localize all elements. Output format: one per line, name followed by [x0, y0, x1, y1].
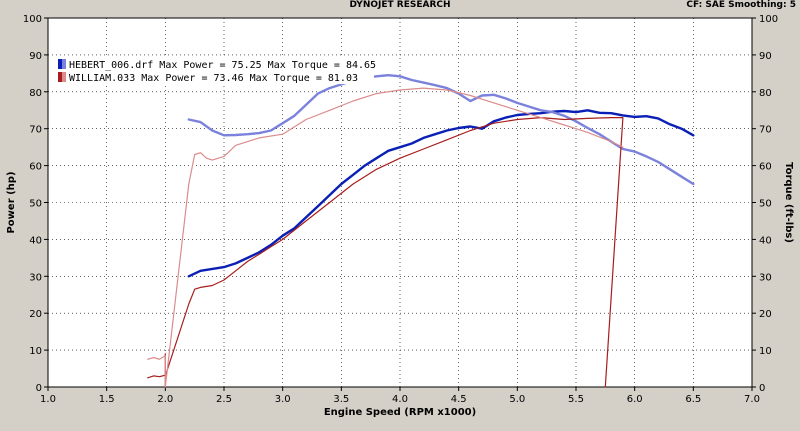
y-tick-label-left: 30 — [29, 272, 42, 283]
y-tick-label-right: 20 — [759, 309, 772, 320]
y-tick-label-left: 80 — [29, 88, 42, 99]
x-tick-label: 5.0 — [509, 394, 525, 405]
legend-swatch-power — [58, 72, 62, 82]
y-tick-label-right: 50 — [759, 199, 772, 210]
legend-box — [56, 57, 374, 84]
chart-header-title: DYNOJET RESEARCH — [349, 0, 451, 10]
x-tick-label: 4.5 — [451, 394, 467, 405]
x-tick-label: 3.5 — [333, 394, 349, 405]
series-line-1 — [187, 109, 695, 278]
series-line-4 — [147, 87, 624, 388]
y-tick-label-left: 60 — [29, 162, 42, 173]
legend-swatch-torque — [62, 72, 66, 82]
y-tick-label-left: 0 — [36, 383, 42, 394]
legend-swatch-torque — [62, 59, 66, 69]
y-tick-label-left: 100 — [23, 14, 42, 25]
y-tick-label-left: 50 — [29, 199, 42, 210]
x-tick-label: 2.5 — [216, 394, 232, 405]
y-tick-label-left: 90 — [29, 51, 42, 62]
x-axis-title: Engine Speed (RPM x1000) — [324, 407, 476, 418]
x-tick-label: 3.0 — [275, 394, 291, 405]
y-tick-label-right: 30 — [759, 272, 772, 283]
y-tick-label-right: 10 — [759, 346, 772, 357]
chart-header-settings: CF: SAE Smoothing: 5 — [686, 0, 796, 10]
y-tick-label-right: 0 — [759, 383, 765, 394]
y-tick-label-left: 20 — [29, 309, 42, 320]
x-tick-label: 1.0 — [40, 394, 56, 405]
legend-swatch-power — [58, 59, 62, 69]
legend-label: WILLIAM.033 Max Power = 73.46 Max Torque… — [69, 73, 358, 84]
y-tick-label-right: 100 — [759, 14, 778, 25]
x-tick-label: 4.0 — [392, 394, 408, 405]
x-tick-label: 2.0 — [157, 394, 173, 405]
y-tick-label-right: 40 — [759, 235, 772, 246]
legend-label: HEBERT_006.drf Max Power = 75.25 Max Tor… — [69, 60, 376, 71]
y-axis-title-right: Torque (ft-lbs) — [783, 162, 794, 243]
y-tick-label-left: 10 — [29, 346, 42, 357]
y-tick-label-left: 40 — [29, 235, 42, 246]
y-axis-title-left: Power (hp) — [6, 171, 17, 233]
x-tick-label: 1.5 — [99, 394, 115, 405]
x-tick-label: 7.0 — [744, 394, 760, 405]
y-tick-label-left: 70 — [29, 125, 42, 136]
x-tick-label: 6.5 — [685, 394, 701, 405]
x-tick-label: 5.5 — [568, 394, 584, 405]
y-tick-label-right: 90 — [759, 51, 772, 62]
y-tick-label-right: 60 — [759, 162, 772, 173]
y-tick-label-right: 70 — [759, 125, 772, 136]
y-tick-label-right: 80 — [759, 88, 772, 99]
x-tick-label: 6.0 — [627, 394, 643, 405]
